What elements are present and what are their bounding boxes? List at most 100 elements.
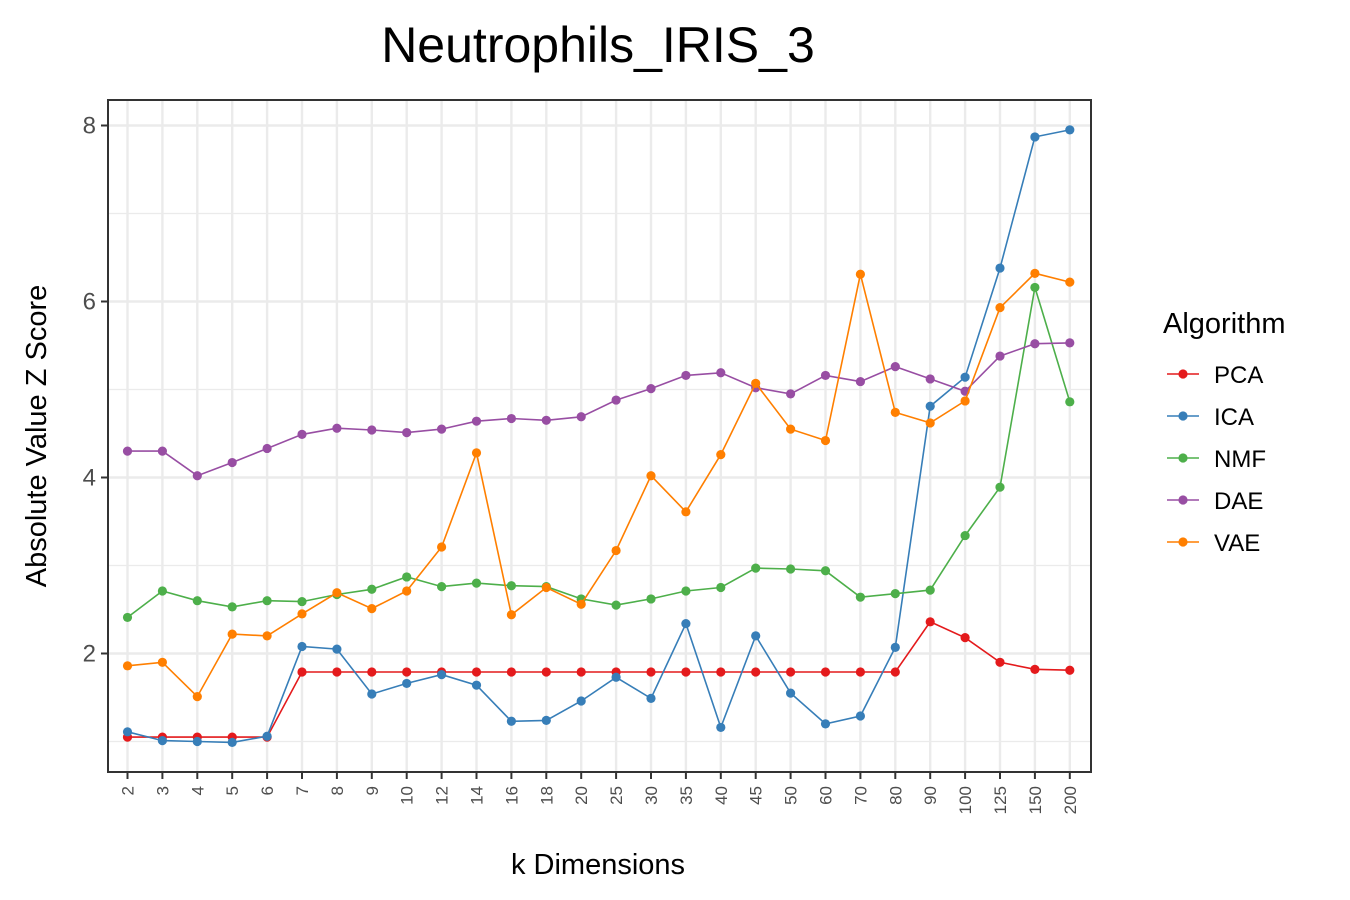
ica-point xyxy=(925,401,935,411)
dae-point xyxy=(646,384,656,394)
legend-key-point xyxy=(1178,369,1188,379)
pca-point xyxy=(1065,665,1075,675)
ica-line xyxy=(127,129,1070,744)
legend-label: NMF xyxy=(1214,446,1266,473)
x-tick-label: 100 xyxy=(956,786,975,814)
legend-label: PCA xyxy=(1214,362,1263,389)
legend-item-vae: VAE xyxy=(1167,530,1260,557)
nmf-point xyxy=(1065,397,1075,407)
dae-point xyxy=(122,446,133,456)
pca-point xyxy=(890,667,900,677)
x-tick-label: 6 xyxy=(258,786,277,795)
pca-point xyxy=(681,667,691,677)
ica-point xyxy=(332,644,342,654)
nmf-point xyxy=(192,596,202,606)
series-layer xyxy=(122,125,1075,747)
ica-point xyxy=(157,736,167,746)
nmf-point xyxy=(297,596,307,607)
x-tick-label: 16 xyxy=(502,786,521,805)
legend-item-ica: ICA xyxy=(1167,404,1254,431)
nmf-point xyxy=(646,594,656,604)
nmf-point xyxy=(890,589,900,599)
ica-point xyxy=(681,618,691,629)
ica-point xyxy=(541,715,551,725)
x-tick-label: 14 xyxy=(468,786,487,805)
dae-point xyxy=(262,443,272,454)
vae-point xyxy=(297,609,307,619)
pca-point xyxy=(786,667,796,677)
x-tick-label: 45 xyxy=(747,786,766,805)
x-tick-label: 40 xyxy=(712,786,731,805)
pca-point xyxy=(820,667,831,677)
legend-title: Algorithm xyxy=(1163,308,1286,340)
dae-point xyxy=(192,471,202,481)
legend-label: VAE xyxy=(1214,530,1260,557)
x-tick-label: 125 xyxy=(991,786,1010,814)
vae-point xyxy=(437,542,447,552)
legend: Algorithm PCA ICA NMF DAE VAE xyxy=(1163,308,1286,557)
nmf-point xyxy=(786,564,796,574)
legend-key-point xyxy=(1178,411,1188,421)
vae-point xyxy=(855,269,866,279)
pca-point xyxy=(332,667,342,677)
ica-point xyxy=(437,670,447,680)
pca-point xyxy=(402,667,412,677)
vae-point xyxy=(192,692,202,702)
vae-point xyxy=(611,545,621,556)
legend-item-pca: PCA xyxy=(1167,362,1263,389)
legend-key-point xyxy=(1178,453,1188,463)
dae-point xyxy=(855,376,866,387)
x-tick-label: 7 xyxy=(293,786,312,795)
vae-point xyxy=(227,629,237,639)
y-axis-title: Absolute Value Z Score xyxy=(21,285,53,588)
legend-label: DAE xyxy=(1214,488,1263,515)
vae-point xyxy=(332,588,342,598)
ica-point xyxy=(646,693,656,703)
dae-point xyxy=(716,368,726,378)
ica-point xyxy=(786,688,796,698)
ica-point xyxy=(262,731,272,741)
y-tick-label: 6 xyxy=(83,289,96,316)
dae-point xyxy=(506,413,516,424)
x-tick-label: 70 xyxy=(851,786,870,805)
nmf-point xyxy=(157,586,167,596)
nmf-point xyxy=(995,482,1005,492)
vae-point xyxy=(1030,268,1040,278)
ica-point xyxy=(1030,132,1040,142)
dae-line xyxy=(127,342,1070,477)
dae-point xyxy=(890,362,900,372)
dae-point xyxy=(471,416,482,426)
dae-point xyxy=(437,424,447,434)
vae-point xyxy=(890,407,900,417)
dae-point xyxy=(925,374,935,384)
ica-point xyxy=(751,631,761,641)
vae-line xyxy=(127,272,1070,698)
ica-point xyxy=(227,737,237,747)
dae-point xyxy=(1030,339,1040,349)
pca-point xyxy=(541,667,551,677)
ica-point xyxy=(855,711,866,721)
dae-point xyxy=(820,370,831,381)
vae-point xyxy=(367,604,377,614)
dae-point xyxy=(541,415,551,425)
pca-point xyxy=(506,667,516,677)
vae-point xyxy=(402,586,412,596)
dae-point xyxy=(332,423,342,433)
ica-point xyxy=(716,722,726,733)
vae-point xyxy=(576,599,586,609)
x-tick-label: 150 xyxy=(1026,786,1045,814)
nmf-point xyxy=(437,582,447,592)
series-nmf xyxy=(122,282,1075,623)
nmf-point xyxy=(1030,282,1040,293)
dae-point xyxy=(1065,338,1075,348)
ica-point xyxy=(890,642,900,652)
nmf-point xyxy=(820,566,831,576)
nmf-point xyxy=(925,585,935,595)
x-tick-label: 4 xyxy=(188,786,207,795)
pca-point xyxy=(855,667,866,677)
nmf-point xyxy=(960,530,970,541)
dae-point xyxy=(157,446,167,456)
x-tick-label: 60 xyxy=(817,786,836,805)
